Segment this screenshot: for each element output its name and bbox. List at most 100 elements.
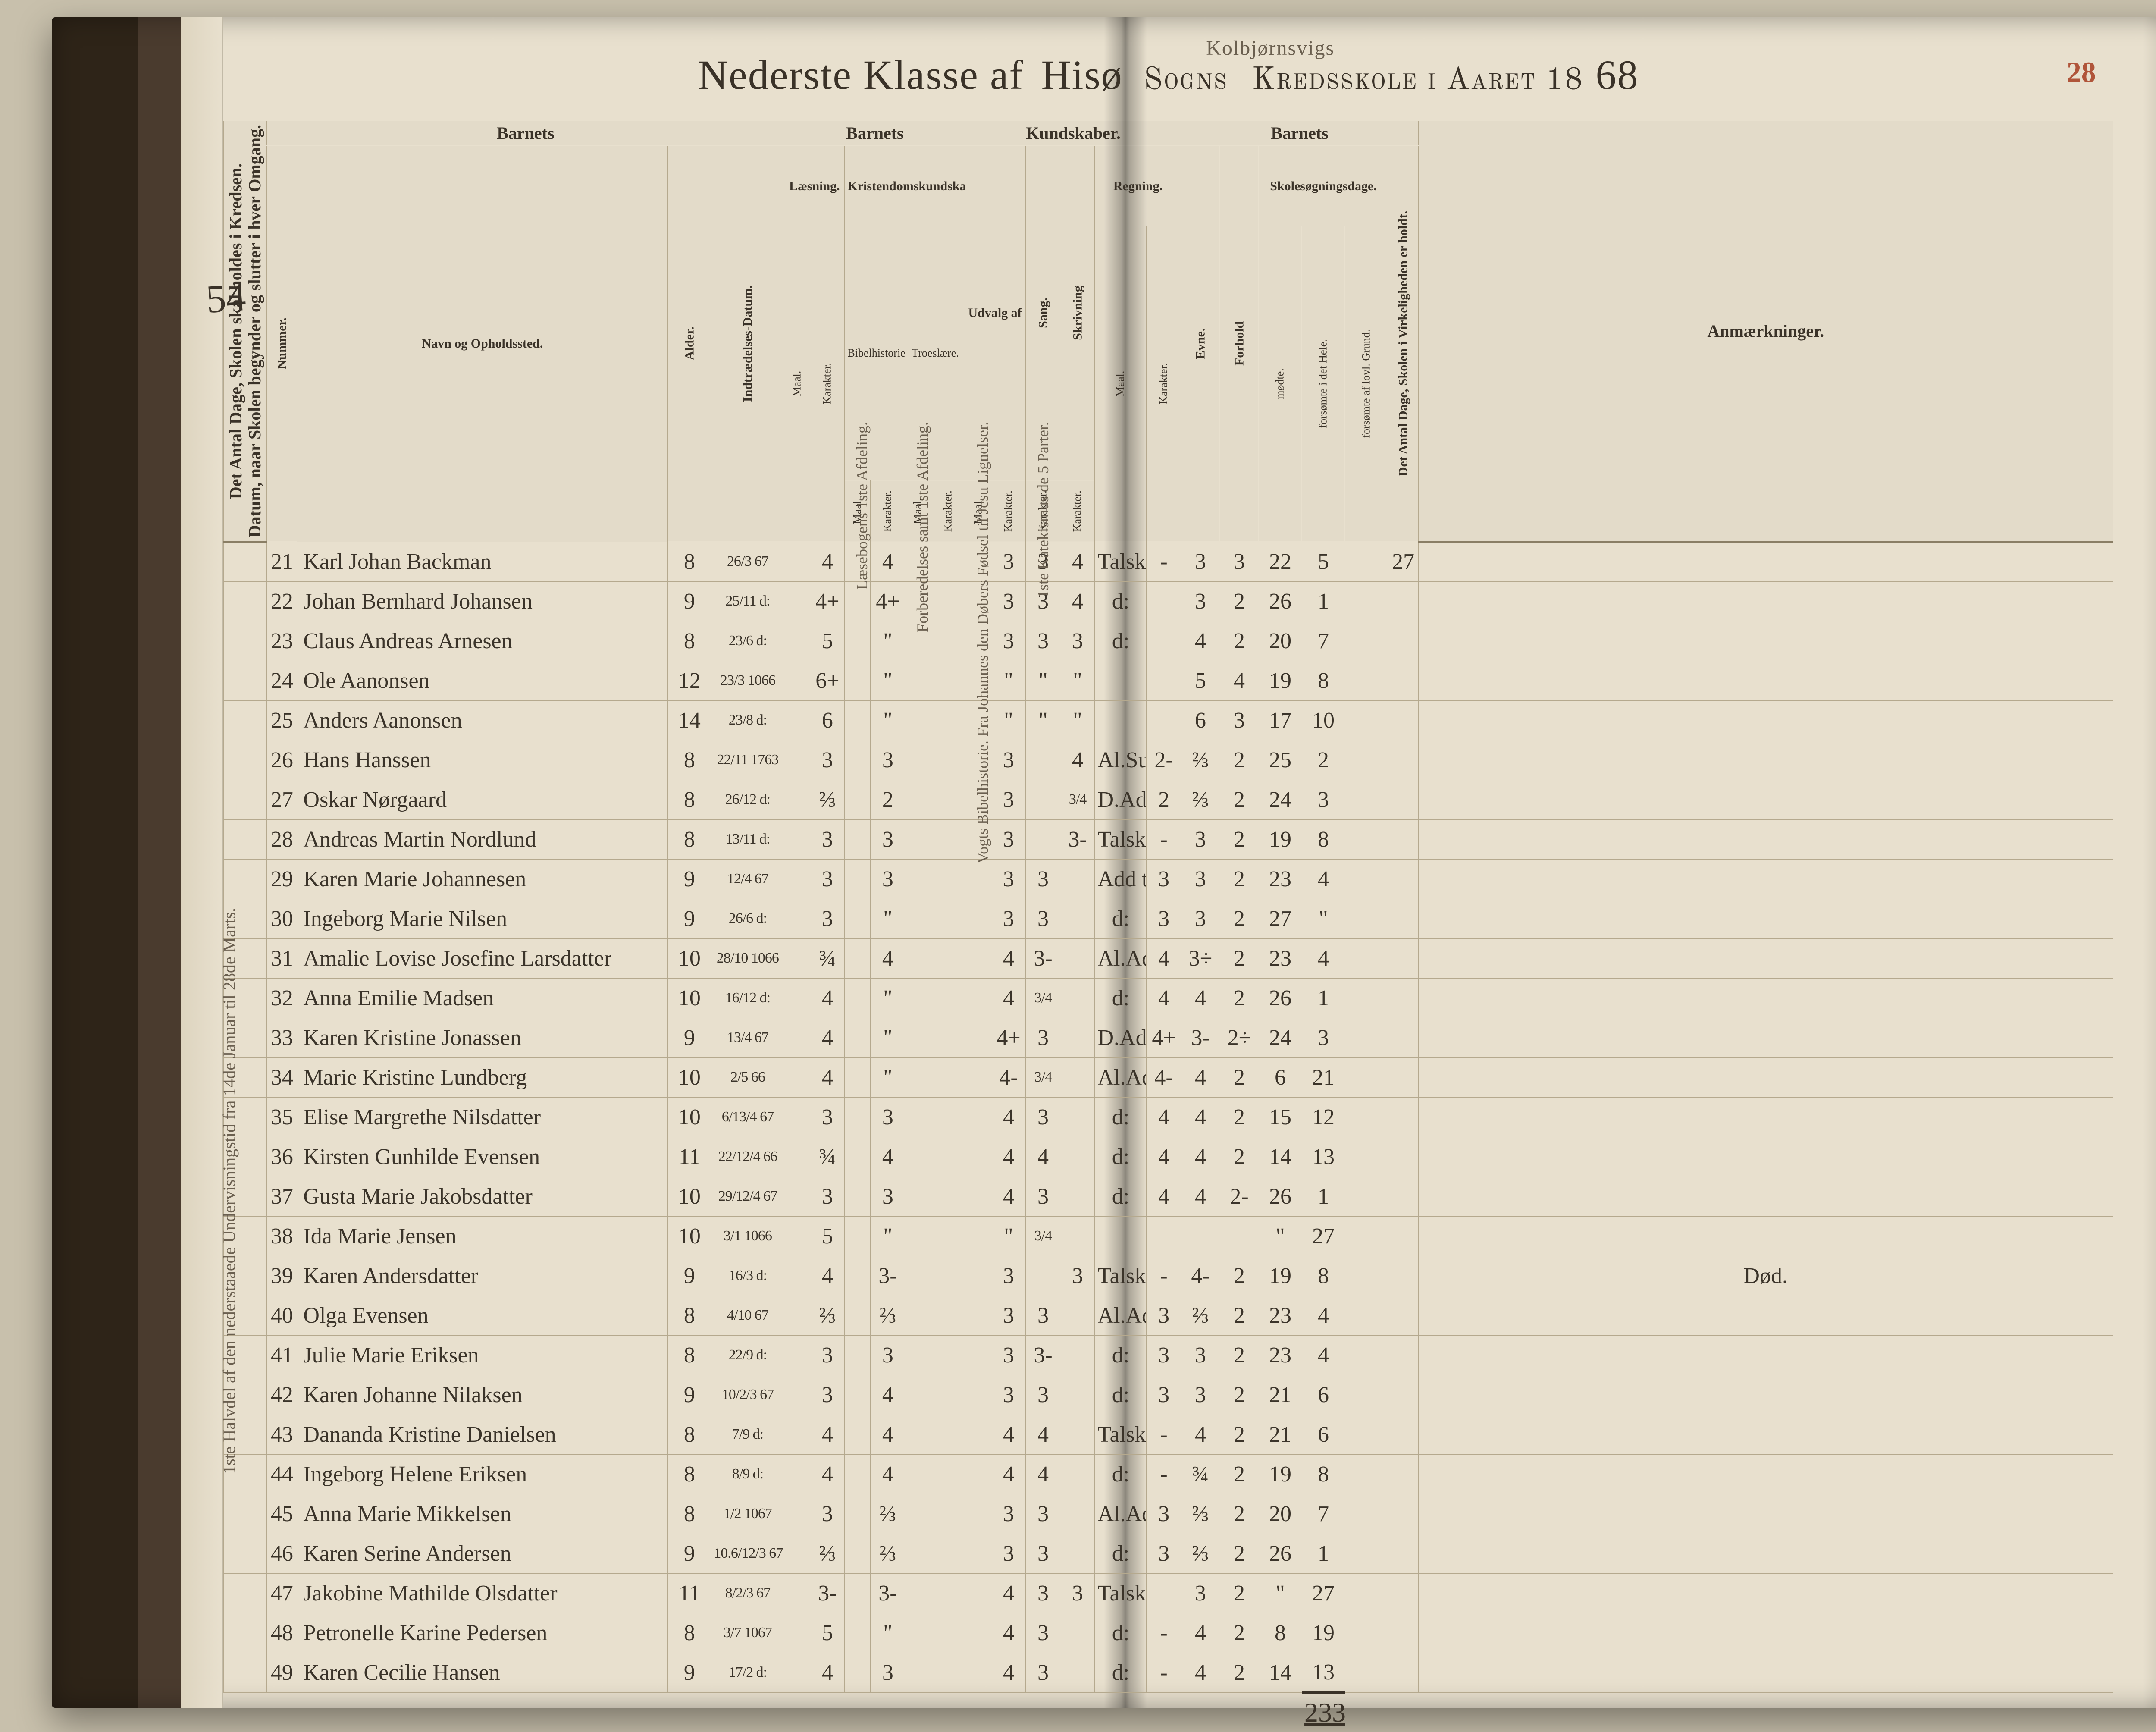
cell: 24 [267,661,297,700]
table-row: 46Karen Serine Andersen910.6/12/3 67⅔⅔33… [224,1534,2113,1573]
cell [1418,780,2113,819]
cell [1388,1177,1418,1216]
cell: 4 [991,1097,1026,1137]
cell [845,1454,871,1494]
cell [784,1692,810,1732]
cell: Talskr. [1095,1573,1147,1613]
cell: 4 [1147,1097,1181,1137]
cell [1345,1573,1388,1613]
cell: 3 [810,819,845,859]
cell [224,1534,245,1573]
cell: 21 [267,542,297,581]
total-cell: 233 [1302,1692,1345,1732]
cell [1388,581,1418,621]
cell: 3 [871,819,905,859]
cell-name: Karen Cecilie Hansen [297,1653,668,1692]
cell [965,1613,991,1653]
cell-name: Anna Marie Mikkelsen [297,1494,668,1534]
cell: ¾ [810,1137,845,1177]
cell [245,819,267,859]
cell [845,978,871,1018]
table-row: 38Ida Marie Jensen103/1 10665""3/4"27 [224,1216,2113,1256]
cell [1147,1216,1181,1256]
cell [905,780,931,819]
cell [245,542,267,581]
cell: 13 [1302,1137,1345,1177]
table-row: 27Oskar Nørgaard826/12 d:⅔233/4D.Add2⅔22… [224,780,2113,819]
cell [905,1613,931,1653]
cell [1418,1534,2113,1573]
cell: - [1147,542,1181,581]
cell: 8 [668,1415,711,1454]
cell [845,1216,871,1256]
cell: 8 [668,1335,711,1375]
cell [1060,1375,1095,1415]
cell [1345,819,1388,859]
cell: Al.Ad. [1095,938,1147,978]
cell: " [871,1216,905,1256]
ledger-book: 28 Kolbjørnsvigs Nederste Klasse af Hisø… [52,17,2156,1708]
cell: 23 [267,621,297,661]
cell: Add td. [1095,859,1147,899]
cell [931,1454,965,1494]
cell [905,1018,931,1057]
cell [905,1335,931,1375]
cell: 2÷ [1220,1018,1259,1057]
cell: 49 [267,1653,297,1692]
cell [1388,1534,1418,1573]
cell [1418,1335,2113,1375]
cell [905,938,931,978]
cell-name: Julie Marie Eriksen [297,1335,668,1375]
cell [1060,1613,1095,1653]
cell [931,1018,965,1057]
total-row: 233 [224,1692,2113,1732]
cell: 5 [810,1613,845,1653]
cell [784,978,810,1018]
cell: 34 [267,1057,297,1097]
cell [965,1296,991,1335]
cell [784,1454,810,1494]
cell [1388,661,1418,700]
cell [965,1137,991,1177]
cell-name: Karen Johanne Nilaksen [297,1375,668,1415]
cell: 6 [810,700,845,740]
cell: 8 [668,740,711,780]
cell: 4 [1181,621,1220,661]
cell: 7 [1302,621,1345,661]
heading-kreds: Kredsskole i Aaret 18 [1252,62,1583,100]
cell [1345,1216,1388,1256]
cell [845,1534,871,1573]
cell [931,581,965,621]
cell [245,1296,267,1335]
cell: 10 [668,938,711,978]
cell [931,1335,965,1375]
cell: - [1147,1613,1181,1653]
cell [931,1573,965,1613]
cell: 8 [668,819,711,859]
table-row: 32Anna Emilie Madsen1016/12 d:4"43/4d:44… [224,978,2113,1018]
cell [931,1177,965,1216]
cell: 4 [810,978,845,1018]
cell: ⅔ [1181,1296,1220,1335]
cell [965,1454,991,1494]
cell: Talskr. [1095,1415,1147,1454]
cell [965,859,991,899]
cell: ⅔ [810,1534,845,1573]
cell [845,1375,871,1415]
sec-kundskaber: Kundskaber. [965,121,1181,146]
cell [1418,1415,2113,1454]
cell: 4 [1147,1137,1181,1177]
cell: 10 [1302,700,1345,740]
cell [1388,1613,1418,1653]
cell [1060,1177,1095,1216]
cell: 3 [991,1256,1026,1296]
cell [1388,1097,1418,1137]
grp-laesning: Læsning. [784,146,845,226]
cell [905,1296,931,1335]
cell [845,1256,871,1296]
cell: 42 [267,1375,297,1415]
cell [1060,978,1095,1018]
cell: 4 [1302,1335,1345,1375]
vnote-bibel: Forberedelses samt 1ste Afdeling. [913,422,931,632]
cell [931,1137,965,1177]
